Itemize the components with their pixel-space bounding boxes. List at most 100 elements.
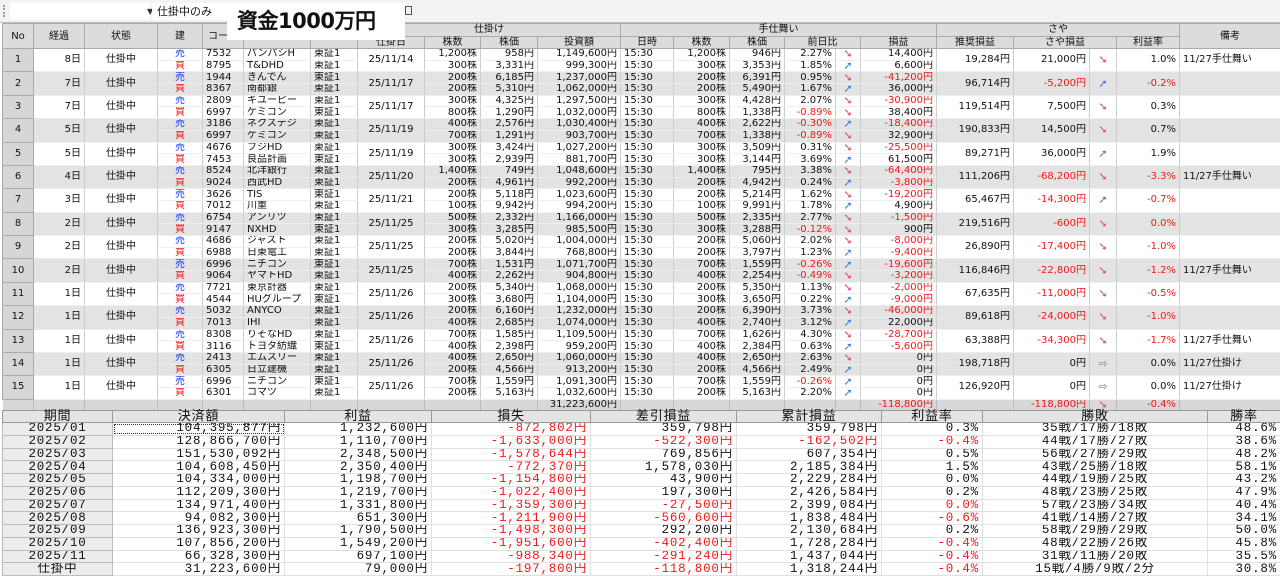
entry-price: 6,160円 [481,306,538,318]
profit-rate: 0.0% [882,499,983,512]
side: 買 [158,154,203,166]
entry-amount: 1,149,600円 [538,49,621,61]
settled-amount[interactable]: 107,856,200円 [113,537,285,550]
settled-amount[interactable]: 128,866,700円 [113,435,285,448]
exit-time: 15:30 [621,95,674,107]
status: 仕掛中 [85,329,158,352]
summary-header[interactable]: 決済額 [113,411,285,423]
header-time[interactable]: 日時 [621,36,674,49]
settled-amount[interactable]: 134,971,400円 [113,499,285,512]
loss: -1,154,800円 [432,474,591,487]
header-no[interactable]: No [3,24,34,49]
settled-amount[interactable]: 104,334,000円 [113,474,285,487]
settled-amount[interactable]: 31,223,600円 [113,563,285,576]
header-elapsed[interactable]: 経過 [34,24,85,49]
entry-price: 3,680円 [481,294,538,306]
window-icon[interactable] [405,6,412,15]
trend-cell: ➘ [836,306,861,318]
profit-loss: -30,900円 [861,95,937,107]
arrow-down-right-icon: ➘ [843,352,852,364]
header-pl[interactable]: 損益 [861,36,937,49]
profit: 1,331,800円 [285,499,432,512]
entry-shares: 700株 [425,376,481,388]
header-status[interactable]: 状態 [85,24,158,49]
entry-price: 4,325円 [481,95,538,107]
summary-header[interactable]: 利益率 [882,411,983,423]
market: 東証1 [311,352,358,364]
entry-price: 1,290円 [481,107,538,119]
summary-header[interactable]: 勝敗 [983,411,1208,423]
row-number: 4 [3,119,34,142]
settled-amount[interactable]: 151,530,092円 [113,448,285,461]
day-change: 1.78% [785,200,836,212]
settled-amount[interactable]: 104,608,450円 [113,461,285,474]
summary-header[interactable]: 差引損益 [591,411,737,423]
arrow-down-right-icon: ➘ [843,306,852,318]
summary-header[interactable]: 勝率 [1208,411,1280,423]
entry-shares: 300株 [425,294,481,306]
stock-code: 3626 [203,189,244,201]
header-change[interactable]: 前日比 [785,36,861,49]
toolbar-grip[interactable] [3,5,6,17]
settled-amount[interactable]: 112,209,300円 [113,486,285,499]
settled-amount[interactable]: 94,082,300円 [113,512,285,525]
settled-amount[interactable]: 66,328,300円 [113,550,285,563]
settled-amount[interactable]: 136,923,300円 [113,525,285,538]
header-exit-shares[interactable]: 株数 [674,36,730,49]
cumulative-pl: 2,399,084円 [737,499,882,512]
header-price[interactable]: 株価 [481,36,538,49]
entry-price: 9,942円 [481,200,538,212]
summary-header[interactable]: 累計損益 [737,411,882,423]
settled-amount[interactable]: 104,395,877円 [113,423,285,436]
summary-header[interactable]: 利益 [285,411,432,423]
header-note[interactable]: 備考 [1180,24,1280,49]
period: 2025/10 [3,537,113,550]
summary-header[interactable]: 損失 [432,411,591,423]
entry-shares: 200株 [425,84,481,96]
header-rate[interactable]: 利益率 [1117,36,1180,49]
market: 東証1 [311,247,358,259]
day-change: 0.63% [785,341,836,353]
view-dropdown[interactable]: ▼ [10,3,150,20]
header-amount[interactable]: 投資額 [538,36,621,49]
header-side[interactable]: 建 [158,24,203,49]
day-change: -0.26% [785,376,836,388]
market: 東証1 [311,154,358,166]
arrow-up-right-icon: ➚ [843,317,852,329]
header-recommended[interactable]: 推奨損益 [937,36,1014,49]
trend-cell: ➘ [836,189,861,201]
header-spread-pl[interactable]: さや損益 [1014,36,1117,49]
entry-shares: 1,200株 [425,49,481,61]
header-shares[interactable]: 株数 [425,36,481,49]
header-exit-price[interactable]: 株価 [730,36,785,49]
summary-header[interactable]: 期間 [3,411,113,423]
cumulative-pl: 1,838,484円 [737,512,882,525]
